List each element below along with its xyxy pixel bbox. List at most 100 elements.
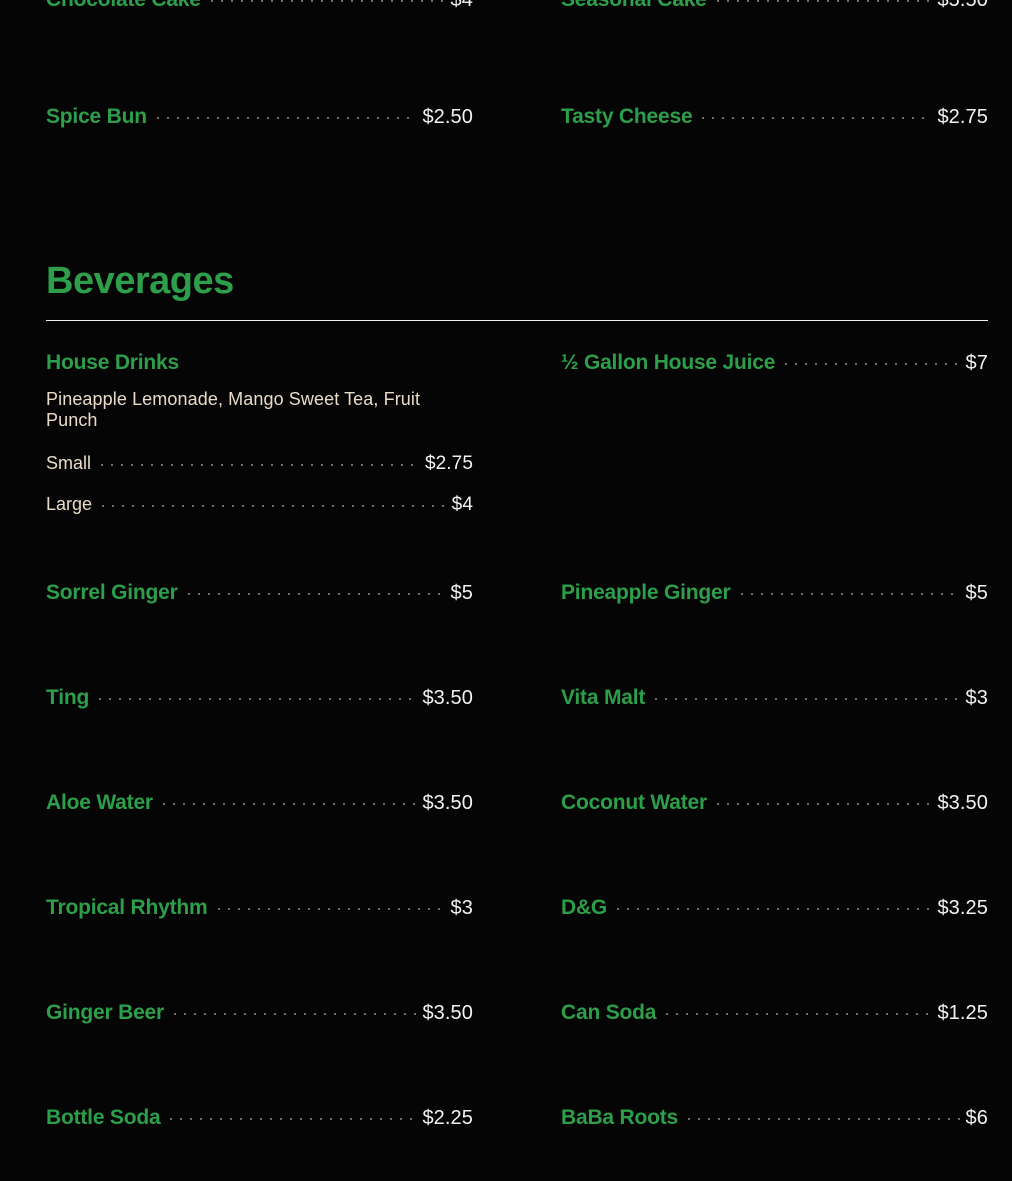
menu-item-price: $3 bbox=[450, 897, 473, 919]
menu-item-cell: Pineapple Ginger $5 bbox=[561, 581, 988, 686]
menu-item-price: $3.50 bbox=[422, 1002, 473, 1024]
menu-item-row[interactable]: Coconut Water $3.50 bbox=[561, 791, 988, 815]
menu-item-cell: Tropical Rhythm $3 bbox=[46, 896, 473, 1001]
menu-item-name: Sorrel Ginger bbox=[46, 581, 178, 604]
menu-item-name: Bottle Soda bbox=[46, 1106, 161, 1129]
menu-item-price: $5.50 bbox=[937, 0, 988, 11]
house-drinks-options: Small $2.75 Large $4 bbox=[46, 453, 473, 516]
menu-item-price: $2.75 bbox=[937, 106, 988, 128]
menu-item-row[interactable]: Chocolate Cake $4 bbox=[46, 0, 473, 12]
leader-dots bbox=[662, 1003, 932, 1019]
menu-item-name: Can Soda bbox=[561, 1001, 657, 1024]
gallon-juice-group: ½ Gallon House Juice $7 bbox=[561, 351, 988, 516]
leader-dots bbox=[183, 583, 445, 599]
menu-item-price: $2.50 bbox=[422, 106, 473, 128]
group-title: House Drinks bbox=[46, 351, 179, 374]
menu-item-cell: Ginger Beer $3.50 bbox=[46, 1001, 473, 1106]
menu-item-cell: Coconut Water $3.50 bbox=[561, 791, 988, 896]
menu-item-name: Ting bbox=[46, 686, 90, 709]
menu-item-name: ½ Gallon House Juice bbox=[561, 351, 776, 374]
menu-item-price: $3 bbox=[965, 687, 988, 709]
menu-item-cell: Vita Malt $3 bbox=[561, 686, 988, 791]
group-description: Pineapple Lemonade, Mango Sweet Tea, Fru… bbox=[46, 389, 421, 430]
leader-dots bbox=[158, 793, 417, 809]
menu-item-cell: Ting $3.50 bbox=[46, 686, 473, 791]
dessert-row-group-2: Spice Bun $2.50 Tasty Cheese $2.75 bbox=[46, 105, 988, 129]
option-name: Large bbox=[46, 494, 93, 514]
leader-dots bbox=[98, 494, 446, 510]
menu-item-name: Spice Bun bbox=[46, 105, 147, 128]
menu-option-row[interactable]: Large $4 bbox=[46, 494, 473, 516]
menu-item-row[interactable]: Vita Malt $3 bbox=[561, 686, 988, 710]
section-divider bbox=[46, 320, 988, 321]
menu-item-name: D&G bbox=[561, 896, 608, 919]
menu-item-row[interactable]: BaBa Roots $6 bbox=[561, 1106, 988, 1130]
row-spacer bbox=[46, 12, 988, 105]
menu-item-cell: BaBa Roots $6 bbox=[561, 1106, 988, 1181]
menu-item-name: Tropical Rhythm bbox=[46, 896, 208, 919]
menu-item-price: $7 bbox=[965, 352, 988, 374]
menu-item-price: $4 bbox=[450, 0, 473, 11]
leader-dots bbox=[781, 353, 960, 369]
menu-item-name: Pineapple Ginger bbox=[561, 581, 731, 604]
leader-dots bbox=[613, 898, 932, 914]
menu-item-row[interactable]: Tasty Cheese $2.75 bbox=[561, 105, 988, 129]
menu-item-name: Chocolate Cake bbox=[46, 0, 201, 12]
menu-item-price: $5 bbox=[965, 582, 988, 604]
menu-item-name: Aloe Water bbox=[46, 791, 153, 814]
leader-dots bbox=[206, 0, 445, 6]
leader-dots bbox=[170, 1003, 417, 1019]
leader-dots bbox=[95, 688, 417, 704]
menu-item-name: Ginger Beer bbox=[46, 1001, 165, 1024]
menu-item-price: $3.25 bbox=[937, 897, 988, 919]
leader-dots bbox=[651, 688, 960, 704]
leader-dots bbox=[712, 0, 932, 6]
leader-dots bbox=[712, 793, 932, 809]
menu-item-name: Seasonal Cake bbox=[561, 0, 707, 12]
menu-item-row[interactable]: Tropical Rhythm $3 bbox=[46, 896, 473, 920]
menu-item-name: BaBa Roots bbox=[561, 1106, 679, 1129]
option-name: Small bbox=[46, 453, 92, 473]
menu-item-row[interactable]: Aloe Water $3.50 bbox=[46, 791, 473, 815]
leader-dots bbox=[97, 453, 419, 469]
menu-item-price: $3.50 bbox=[422, 687, 473, 709]
menu-item-row[interactable]: Ginger Beer $3.50 bbox=[46, 1001, 473, 1025]
menu-item-row[interactable]: Spice Bun $2.50 bbox=[46, 105, 473, 129]
menu-item-row[interactable]: Pineapple Ginger $5 bbox=[561, 581, 988, 605]
menu-item-cell: D&G $3.25 bbox=[561, 896, 988, 1001]
menu-item-price: $3.50 bbox=[422, 792, 473, 814]
menu-item-price: $6 bbox=[965, 1107, 988, 1129]
section-title: Beverages bbox=[46, 260, 234, 302]
menu-item-row[interactable]: D&G $3.25 bbox=[561, 896, 988, 920]
menu-item-cell: Bottle Soda $2.25 bbox=[46, 1106, 473, 1181]
menu-item-row[interactable]: ½ Gallon House Juice $7 bbox=[561, 351, 988, 375]
leader-dots bbox=[684, 1108, 960, 1124]
beverages-top-group: House Drinks Pineapple Lemonade, Mango S… bbox=[46, 351, 988, 516]
dessert-row-group-1: Chocolate Cake $4 Seasonal Cake $5.50 bbox=[46, 0, 988, 12]
option-price: $2.75 bbox=[424, 453, 473, 474]
menu-item-row[interactable]: Can Soda $1.25 bbox=[561, 1001, 988, 1025]
leader-dots bbox=[166, 1108, 417, 1124]
menu-item-name: Vita Malt bbox=[561, 686, 646, 709]
house-drinks-group: House Drinks Pineapple Lemonade, Mango S… bbox=[46, 351, 473, 516]
menu-item-price: $1.25 bbox=[937, 1002, 988, 1024]
leader-dots bbox=[213, 898, 445, 914]
menu-item-row[interactable]: Sorrel Ginger $5 bbox=[46, 581, 473, 605]
menu-item-row[interactable]: Bottle Soda $2.25 bbox=[46, 1106, 473, 1130]
menu-item-cell: Aloe Water $3.50 bbox=[46, 791, 473, 896]
menu-item-name: Coconut Water bbox=[561, 791, 707, 814]
menu-item-cell: Sorrel Ginger $5 bbox=[46, 581, 473, 686]
leader-dots bbox=[736, 583, 960, 599]
menu-item-price: $3.50 bbox=[937, 792, 988, 814]
menu-option-row[interactable]: Small $2.75 bbox=[46, 453, 473, 475]
dessert-section: Chocolate Cake $4 Seasonal Cake $5.50 Sp… bbox=[46, 0, 988, 129]
leader-dots bbox=[698, 107, 932, 123]
menu-item-price: $5 bbox=[450, 582, 473, 604]
menu-item-row[interactable]: Seasonal Cake $5.50 bbox=[561, 0, 988, 12]
leader-dots bbox=[152, 107, 417, 123]
menu-item-name: Tasty Cheese bbox=[561, 105, 693, 128]
menu-item-row[interactable]: Ting $3.50 bbox=[46, 686, 473, 710]
beverages-item-grid: Sorrel Ginger $5 Pineapple Ginger $5 Tin… bbox=[46, 581, 988, 1181]
beverages-section-header: Beverages bbox=[46, 262, 988, 321]
